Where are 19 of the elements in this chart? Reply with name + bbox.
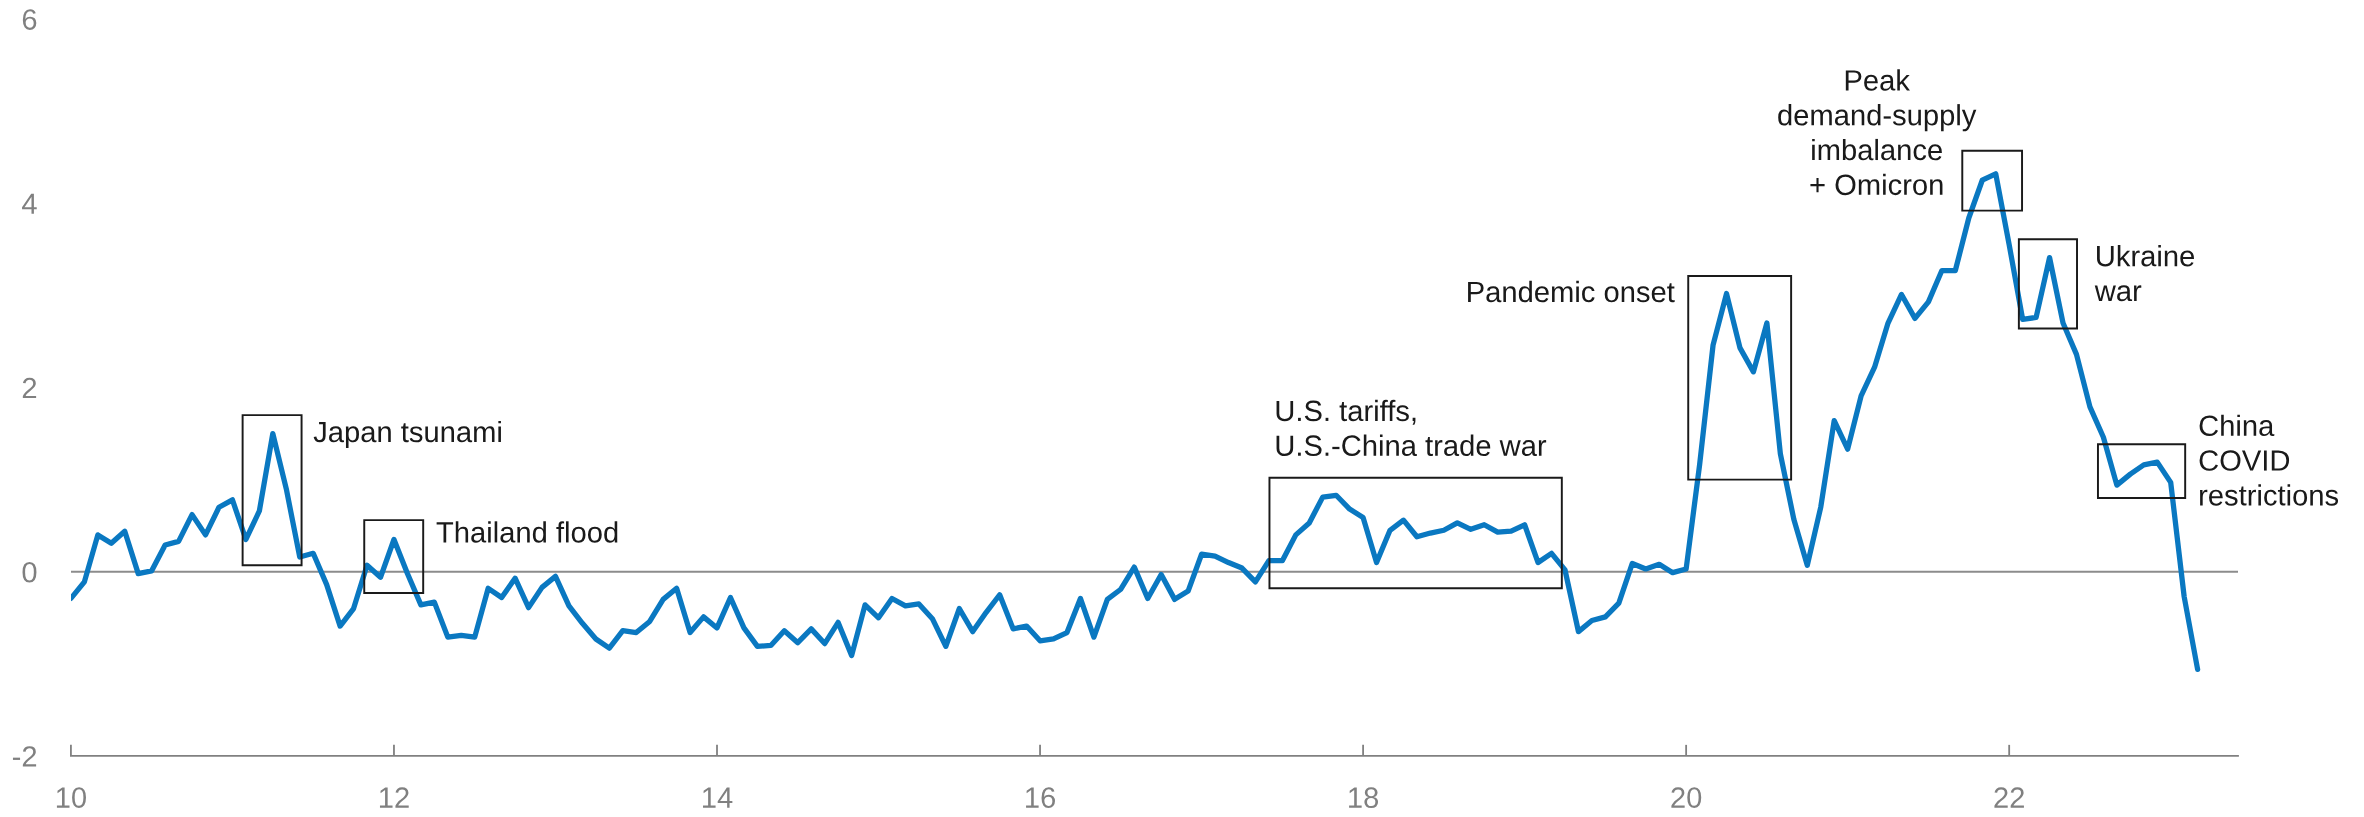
annotation: Pandemic onset <box>1468 280 1675 303</box>
x-tick-label: 20 <box>1671 787 1702 808</box>
x-tick-label: 22 <box>1994 787 2024 808</box>
x-tick-label: 10 <box>56 787 86 808</box>
x-tick-label: 14 <box>703 787 733 808</box>
x-tick-label: 16 <box>1026 787 1055 808</box>
annotation: Japan tsunami <box>313 420 501 449</box>
annotation: Ukraine war <box>2094 245 2194 302</box>
y-tick-label: 0 <box>22 561 37 583</box>
y-tick-label: 6 <box>22 9 37 30</box>
annotation: China COVID restrictions <box>2199 414 2339 506</box>
x-tick-label: 12 <box>379 787 409 808</box>
y-tick-label: 4 <box>22 193 37 214</box>
y-tick-label: 2 <box>22 377 37 399</box>
annotation: U.S. tariffs, U.S.-China trade war <box>1276 399 1547 457</box>
x-tick-label: 18 <box>1349 787 1379 808</box>
annotation: Peak demand-supply imbalance + Omicron <box>1778 69 1977 196</box>
annotation: Thailand flood <box>436 521 618 543</box>
y-tick-label: -2 <box>12 746 37 767</box>
